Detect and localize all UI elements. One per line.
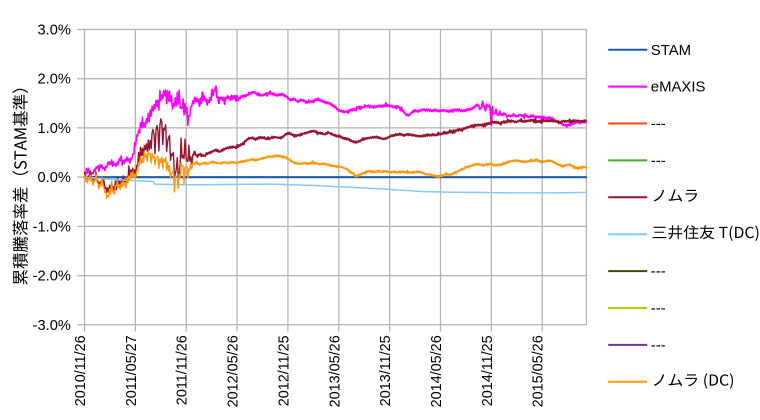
svg-text:-1.0%: -1.0%: [33, 219, 71, 235]
svg-text:---: ---: [651, 154, 666, 170]
svg-text:-2.0%: -2.0%: [33, 269, 71, 285]
svg-text:---: ---: [651, 338, 666, 354]
svg-text:eMAXIS: eMAXIS: [651, 80, 706, 96]
svg-text:2015/05/26: 2015/05/26: [531, 335, 547, 407]
svg-text:2011/05/27: 2011/05/27: [124, 335, 140, 406]
svg-text:2013/11/25: 2013/11/25: [378, 335, 394, 406]
svg-text:2013/05/26: 2013/05/26: [327, 335, 343, 407]
svg-text:STAM: STAM: [651, 43, 691, 59]
svg-text:---: ---: [651, 301, 666, 317]
svg-text:---: ---: [651, 117, 666, 133]
svg-text:2014/05/26: 2014/05/26: [429, 335, 445, 407]
svg-text:2011/11/26: 2011/11/26: [175, 335, 191, 405]
svg-text:3.0%: 3.0%: [38, 23, 71, 39]
svg-text:2014/11/25: 2014/11/25: [480, 335, 496, 406]
svg-text:---: ---: [651, 264, 666, 280]
svg-text:2012/11/25: 2012/11/25: [276, 335, 292, 406]
svg-text:-3.0%: -3.0%: [33, 318, 71, 334]
svg-text:0.0%: 0.0%: [38, 170, 71, 186]
svg-text:2.0%: 2.0%: [38, 72, 71, 88]
svg-text:2012/05/26: 2012/05/26: [226, 335, 242, 407]
svg-text:2010/11/26: 2010/11/26: [73, 335, 89, 406]
svg-text:1.0%: 1.0%: [38, 121, 71, 137]
